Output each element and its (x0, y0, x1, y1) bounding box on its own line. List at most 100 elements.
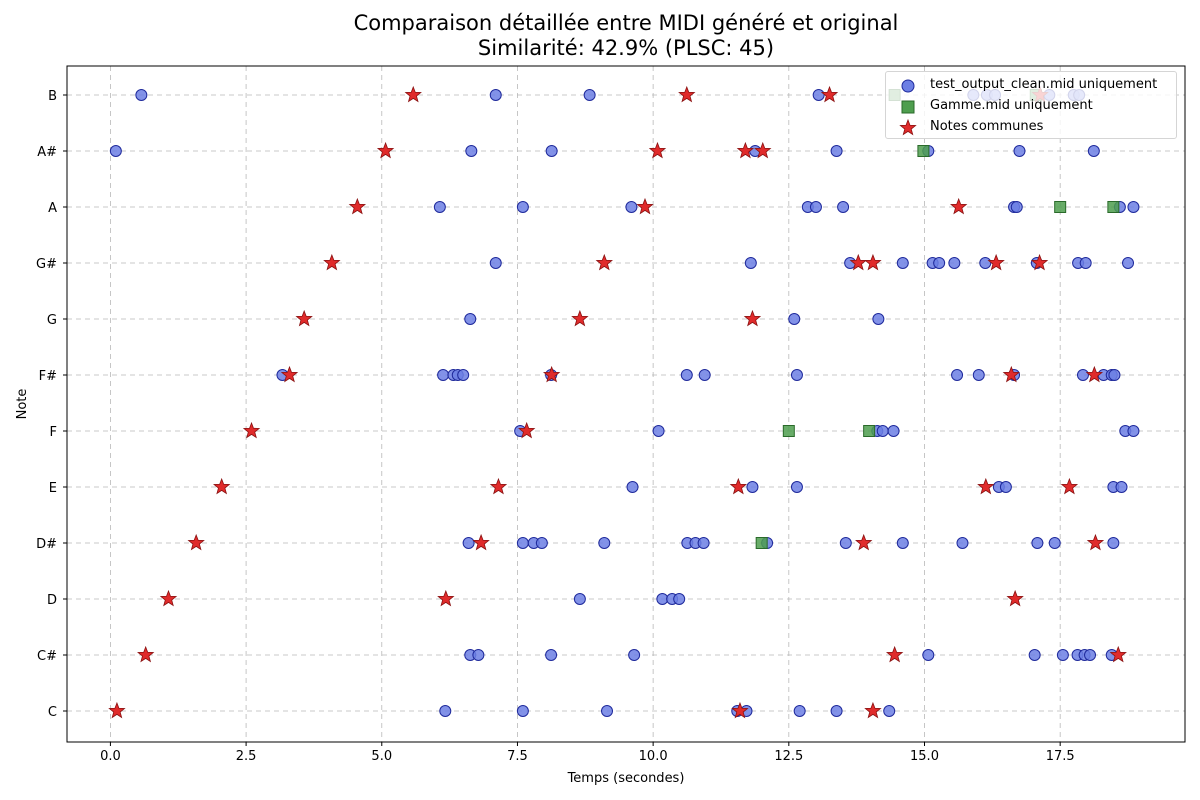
data-point-generated (516, 201, 529, 213)
data-point-common (187, 533, 205, 551)
data-point-common (108, 701, 126, 719)
data-point-generated (812, 89, 825, 101)
plot-frame (66, 65, 1186, 743)
data-point-generated (457, 369, 470, 381)
data-point-generated (465, 145, 478, 157)
y-tick-label: C# (37, 649, 57, 664)
data-point-generated (472, 649, 485, 661)
data-point-common (849, 253, 867, 271)
data-point-common (1086, 533, 1105, 551)
data-point-common (731, 701, 749, 719)
data-point-common (472, 533, 490, 551)
legend: test_output_clean.mid uniquement Gamme.m… (885, 71, 1177, 139)
y-tick-label: A# (37, 145, 57, 160)
data-point-generated (896, 257, 909, 269)
x-tick-label: 10.0 (639, 749, 668, 764)
data-point-generated (1108, 369, 1121, 381)
data-point-original (782, 425, 795, 437)
data-point-common (743, 309, 762, 327)
data-point-generated (1031, 537, 1044, 549)
y-tick-label: G (47, 313, 57, 328)
data-point-generated (933, 257, 946, 269)
legend-entry-original: Gamme.mid uniquement (886, 96, 1176, 116)
data-point-generated (1028, 649, 1041, 661)
data-point-generated (830, 705, 843, 717)
data-point-common (295, 309, 313, 327)
data-point-generated (1048, 537, 1061, 549)
data-point-common (517, 421, 536, 439)
data-point-common (323, 253, 341, 271)
data-point-common (404, 85, 422, 103)
legend-entry-generated: test_output_clean.mid uniquement (886, 75, 1176, 95)
x-tick-label: 0.0 (100, 749, 121, 764)
data-point-common (855, 533, 873, 551)
data-point-generated (439, 705, 452, 717)
data-point-generated (1115, 481, 1128, 493)
data-point-generated (876, 425, 889, 437)
data-point-generated (896, 537, 909, 549)
data-point-common (571, 309, 589, 327)
data-point-original (755, 537, 768, 549)
data-point-generated (1122, 257, 1135, 269)
x-tick-label: 5.0 (371, 749, 392, 764)
data-point-generated (598, 537, 611, 549)
data-point-common (636, 197, 654, 215)
data-point-generated (999, 481, 1012, 493)
chart-subtitle: Similarité: 42.9% (PLSC: 45) (477, 36, 775, 60)
data-point-common (820, 85, 839, 103)
data-point-generated (1079, 257, 1092, 269)
data-point-generated (545, 649, 558, 661)
data-point-common (1002, 365, 1021, 383)
data-point-generated (680, 369, 693, 381)
data-point-generated (135, 89, 148, 101)
data-point-common (1030, 253, 1049, 271)
y-tick-label: D (47, 593, 57, 608)
data-point-generated (948, 257, 961, 269)
data-point-generated (887, 425, 900, 437)
data-point-generated (535, 537, 548, 549)
data-point-generated (1010, 201, 1023, 213)
legend-entry-common: Notes communes (886, 117, 1176, 137)
data-point-generated (922, 649, 935, 661)
data-point-original (863, 425, 876, 437)
data-point-generated (809, 201, 822, 213)
y-tick-label: A (48, 201, 57, 216)
data-point-generated (790, 369, 803, 381)
data-point-generated (433, 201, 446, 213)
data-point-generated (1076, 369, 1089, 381)
data-point-common (242, 421, 261, 439)
data-point-generated (1127, 201, 1140, 213)
data-point-generated (1084, 649, 1097, 661)
y-tick-label: G# (36, 257, 57, 272)
data-point-generated (489, 89, 502, 101)
data-point-original (1107, 201, 1120, 213)
data-point-common (376, 141, 395, 159)
data-point-common (1109, 645, 1127, 663)
x-tick-label: 7.5 (507, 749, 528, 764)
data-point-common (1060, 477, 1079, 495)
data-point-generated (972, 369, 985, 381)
data-point-common (987, 253, 1005, 271)
data-point-generated (516, 537, 529, 549)
data-point-generated (746, 481, 759, 493)
x-tick-label: 17.5 (1046, 749, 1075, 764)
data-point-generated (956, 537, 969, 549)
data-point-generated (979, 257, 992, 269)
data-point-generated (516, 705, 529, 717)
y-axis-label: Note (15, 389, 30, 420)
data-point-generated (673, 593, 686, 605)
data-point-common (736, 141, 755, 159)
data-point-original (917, 145, 930, 157)
data-point-common (648, 141, 667, 159)
legend-label-generated: test_output_clean.mid uniquement (930, 77, 1158, 92)
data-point-generated (462, 537, 475, 549)
data-point-generated (626, 481, 639, 493)
data-point-common (542, 365, 561, 383)
x-tick-label: 2.5 (236, 749, 257, 764)
data-point-generated (788, 313, 801, 325)
data-point-generated (839, 537, 852, 549)
x-axis-label: Temps (secondes) (567, 771, 685, 786)
data-point-generated (652, 425, 665, 437)
square-marker-icon (901, 100, 915, 114)
data-point-generated (744, 257, 757, 269)
